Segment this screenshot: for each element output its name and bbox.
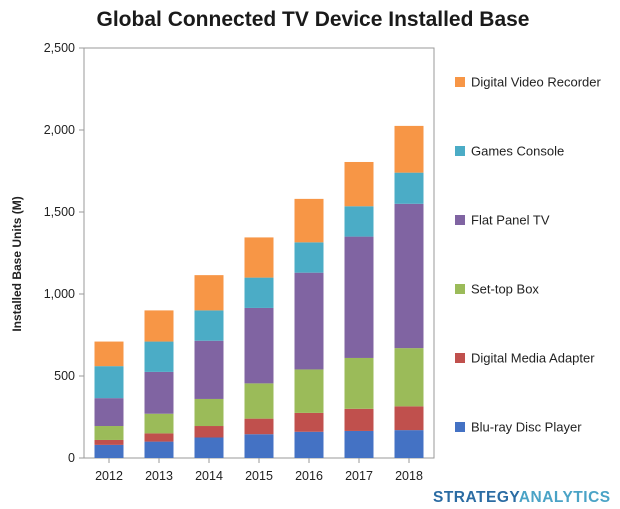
legend-swatch bbox=[455, 284, 465, 294]
bar-segment bbox=[94, 444, 124, 458]
bar-segment bbox=[194, 275, 224, 311]
bar-segment bbox=[194, 437, 224, 458]
legend-swatch bbox=[455, 215, 465, 225]
bar-segment bbox=[294, 431, 324, 458]
x-tick-label: 2012 bbox=[95, 469, 123, 483]
y-tick-label: 2,500 bbox=[44, 41, 75, 55]
legend-label: Set-top Box bbox=[471, 282, 539, 297]
bar-segment bbox=[394, 172, 424, 204]
bar-segment bbox=[94, 398, 124, 427]
bar-segment bbox=[244, 434, 274, 458]
bar-segment bbox=[244, 237, 274, 278]
legend-label: Games Console bbox=[471, 144, 564, 159]
bar-segment bbox=[294, 198, 324, 243]
y-tick-label: 1,500 bbox=[44, 205, 75, 219]
x-tick-label: 2015 bbox=[245, 469, 273, 483]
x-tick-label: 2017 bbox=[345, 469, 373, 483]
x-tick-label: 2013 bbox=[145, 469, 173, 483]
bar-segment bbox=[144, 310, 174, 342]
bar-segment bbox=[194, 398, 224, 427]
bar-segment bbox=[344, 236, 374, 358]
bar-segment bbox=[294, 242, 324, 273]
chart-title: Global Connected TV Device Installed Bas… bbox=[97, 8, 530, 31]
bar-segment bbox=[244, 307, 274, 384]
legend: Digital Video Recorder Games Console Flat … bbox=[455, 75, 601, 435]
legend-label: Digital Video Recorder bbox=[471, 75, 601, 90]
bar-segment bbox=[344, 408, 374, 431]
y-tick-label: 1,000 bbox=[44, 287, 75, 301]
bar-segment bbox=[244, 418, 274, 435]
bar-segment bbox=[144, 433, 174, 442]
plot-area: 0 500 1,000 1,500 2,000 2,500 2012 2013 2014 2015… bbox=[44, 41, 435, 483]
bar-segment bbox=[344, 206, 374, 237]
bar-segment bbox=[394, 348, 424, 407]
legend-label: Digital Media Adapter bbox=[471, 351, 595, 366]
y-axis-label: Installed Base Units (M) bbox=[10, 196, 24, 331]
bar-segment bbox=[94, 439, 124, 445]
bar-segment bbox=[194, 426, 224, 438]
bar-segment bbox=[194, 310, 224, 341]
logo-text-strategy: STRATEGY bbox=[433, 489, 519, 506]
y-tick-label: 0 bbox=[68, 451, 75, 465]
legend-label: Flat Panel TV bbox=[471, 213, 550, 228]
bar-segment bbox=[344, 161, 374, 207]
bar-segment bbox=[394, 406, 424, 431]
bar-segment bbox=[194, 340, 224, 399]
x-tick-label: 2014 bbox=[195, 469, 223, 483]
bar-segment bbox=[294, 272, 324, 370]
bar-segment bbox=[394, 430, 424, 458]
x-tick-label: 2016 bbox=[295, 469, 323, 483]
bar-segment bbox=[344, 357, 374, 409]
bar-segment bbox=[344, 430, 374, 458]
bar-segment bbox=[144, 371, 174, 414]
bar-segment bbox=[294, 412, 324, 432]
y-tick-label: 500 bbox=[54, 369, 75, 383]
bar-segment bbox=[394, 125, 424, 173]
bar-segment bbox=[94, 341, 124, 367]
legend-swatch bbox=[455, 353, 465, 363]
bar-segment bbox=[294, 369, 324, 413]
bar-segment bbox=[394, 203, 424, 349]
logo-text-analytics: ANALYTICS bbox=[518, 489, 611, 506]
bar-segment bbox=[144, 341, 174, 372]
bar-segment bbox=[94, 426, 124, 440]
bar-segment bbox=[144, 413, 174, 434]
legend-label: Blu-ray Disc Player bbox=[471, 420, 582, 435]
bar-segment bbox=[94, 366, 124, 399]
bar-segment bbox=[244, 277, 274, 308]
legend-swatch bbox=[455, 146, 465, 156]
bar-segment bbox=[144, 441, 174, 458]
x-tick-label: 2018 bbox=[395, 469, 423, 483]
legend-swatch bbox=[455, 422, 465, 432]
strategy-analytics-logo: STRATEGYANALYTICS bbox=[433, 489, 611, 507]
bar-segment bbox=[244, 383, 274, 419]
legend-swatch bbox=[455, 77, 465, 87]
y-tick-label: 2,000 bbox=[44, 123, 75, 137]
